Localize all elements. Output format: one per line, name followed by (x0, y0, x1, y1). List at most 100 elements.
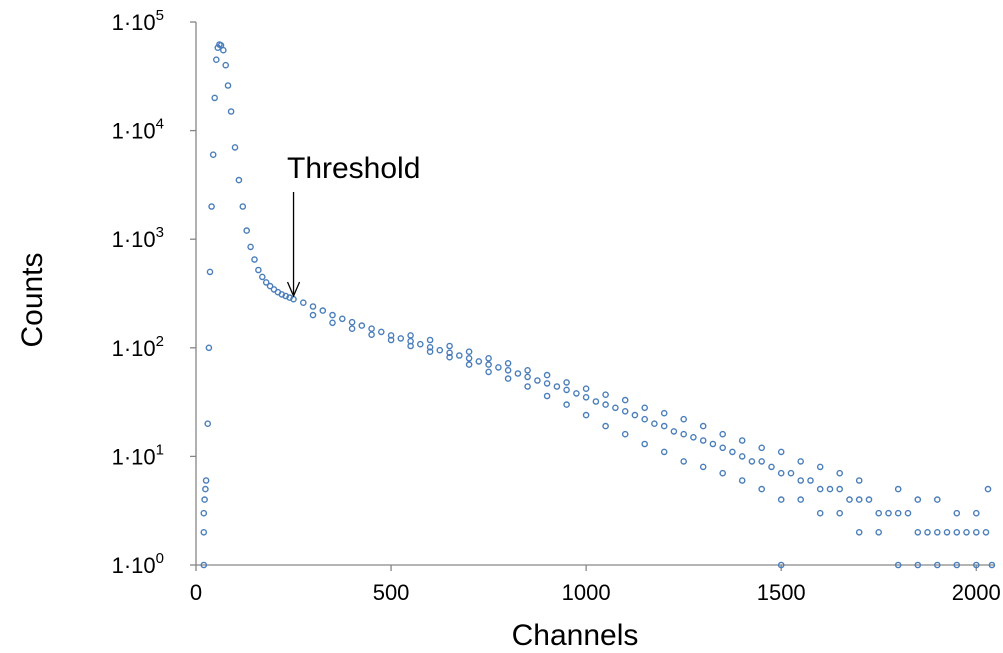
data-point (426, 348, 434, 356)
data-point (563, 379, 570, 386)
data-point (758, 458, 766, 465)
data-point (602, 391, 609, 399)
y-tick-base: 1·10 (112, 119, 156, 144)
data-point (963, 529, 970, 536)
data-point (200, 529, 208, 536)
x-tick-label: 0 (190, 580, 202, 605)
data-point (631, 411, 639, 419)
data-point (485, 354, 492, 362)
data-point (582, 393, 590, 401)
y-tick-exponent: 4 (156, 116, 164, 133)
data-point (338, 315, 346, 323)
data-point (797, 458, 805, 465)
x-axis-title: Channels (512, 619, 639, 652)
data-point (465, 361, 473, 368)
data-point (719, 430, 727, 438)
data-point (680, 458, 688, 465)
data-point (222, 61, 229, 69)
data-point (247, 243, 254, 251)
data-point (894, 509, 902, 517)
data-point (797, 477, 805, 484)
data-point (904, 509, 912, 517)
data-point (943, 529, 951, 536)
data-point (266, 282, 274, 290)
data-point (621, 430, 629, 438)
y-tick-label: 1·104 (112, 116, 164, 144)
data-point (758, 485, 766, 493)
data-point (201, 496, 208, 503)
data-point (243, 227, 250, 234)
data-point (699, 422, 707, 430)
data-point (719, 444, 727, 452)
data-point (953, 561, 961, 569)
data-point (973, 509, 980, 517)
data-point (224, 82, 232, 89)
data-point (612, 404, 619, 412)
data-point (894, 485, 902, 493)
y-tick-label: 1·102 (112, 333, 164, 361)
data-point (416, 340, 424, 348)
data-point (836, 485, 844, 493)
data-point (202, 485, 209, 493)
data-point (699, 463, 707, 471)
data-point (235, 176, 243, 184)
y-tick-label: 1·103 (112, 224, 164, 252)
data-point (719, 469, 727, 477)
x-tick-label: 1500 (757, 580, 806, 605)
threshold-arrowhead (286, 281, 301, 298)
data-point (670, 428, 678, 435)
data-point (436, 346, 444, 354)
data-point (255, 266, 262, 274)
data-point (368, 325, 375, 333)
data-point (563, 401, 570, 408)
data-point (426, 343, 434, 351)
data-point (875, 509, 883, 517)
data-point (592, 398, 600, 405)
data-point (777, 469, 785, 477)
data-point (768, 463, 775, 471)
data-point (787, 469, 795, 477)
x-tick-label: 1000 (562, 580, 611, 605)
data-point (368, 331, 375, 339)
data-point (495, 364, 502, 371)
data-point (836, 469, 844, 477)
data-point (251, 256, 258, 263)
data-point (446, 349, 453, 357)
data-point (797, 496, 805, 503)
data-point (212, 56, 220, 64)
data-point (485, 361, 492, 368)
data-point (239, 203, 247, 210)
y-tick-exponent: 2 (156, 333, 164, 350)
y-tick-marks (190, 21, 196, 566)
data-point (953, 509, 961, 517)
data-point (534, 377, 541, 384)
data-point (738, 437, 746, 444)
data-point (816, 485, 824, 493)
data-point (211, 94, 218, 102)
data-point (855, 496, 863, 503)
data-point (914, 496, 922, 503)
data-point (924, 529, 931, 536)
data-point (690, 433, 697, 441)
data-point (200, 561, 208, 569)
data-point (621, 407, 629, 415)
data-point (200, 509, 208, 517)
data-point (209, 151, 217, 158)
data-point (206, 268, 214, 276)
data-point (988, 561, 996, 569)
data-point (208, 203, 215, 210)
y-tick-base: 1·10 (112, 444, 156, 469)
data-point (573, 390, 580, 397)
data-point (758, 444, 766, 452)
data-point (660, 409, 668, 417)
data-point (953, 529, 961, 536)
data-point (387, 336, 395, 344)
data-point (329, 319, 336, 327)
data-point (894, 561, 902, 569)
data-point (748, 458, 756, 465)
data-point (553, 383, 561, 390)
x-tick-labels: 0 500 1000 1500 2000 (190, 580, 1001, 605)
data-point (641, 404, 649, 412)
data-point (934, 529, 941, 536)
